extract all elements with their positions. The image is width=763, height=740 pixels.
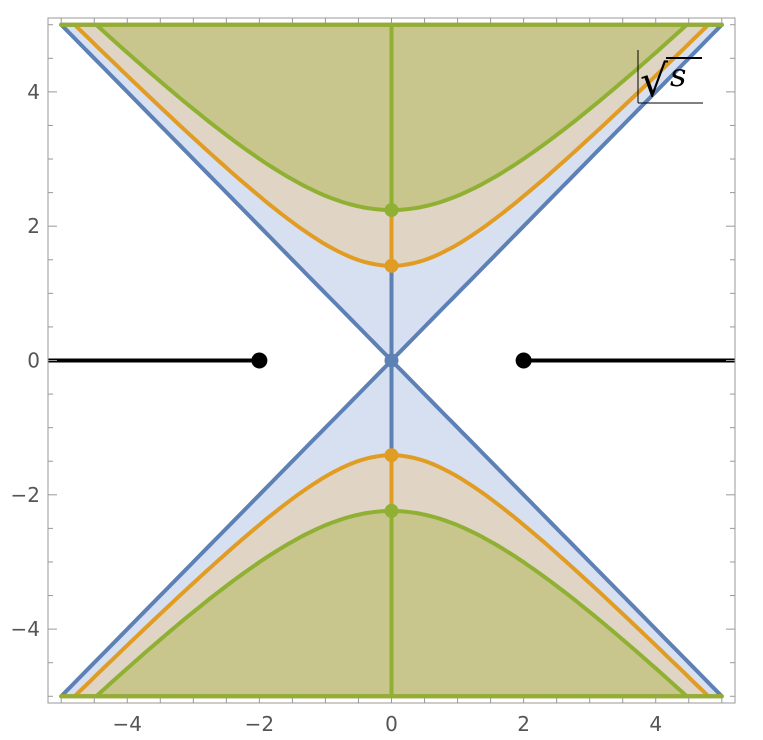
branch-point bbox=[515, 352, 532, 369]
vertex-point bbox=[384, 448, 399, 463]
x-tick-label: −2 bbox=[245, 712, 274, 736]
y-tick-label: −2 bbox=[11, 483, 40, 507]
branch-points bbox=[251, 203, 532, 518]
x-tick-label: −4 bbox=[113, 712, 142, 736]
axis-ticks: −4 −2 0 2 4 −4 −2 0 2 4 bbox=[11, 18, 735, 736]
plot-label-variable: s bbox=[670, 56, 686, 94]
vertex-point bbox=[384, 203, 399, 218]
plot-label: √ s bbox=[637, 50, 703, 107]
x-tick-label: 0 bbox=[385, 712, 398, 736]
y-tick-label: 4 bbox=[27, 80, 40, 104]
x-tick-label: 4 bbox=[649, 712, 662, 736]
x-tick-label: 2 bbox=[517, 712, 530, 736]
vertex-point bbox=[384, 353, 399, 368]
vertex-point bbox=[384, 258, 399, 273]
y-tick-label: −4 bbox=[11, 617, 40, 641]
y-tick-label: 0 bbox=[27, 349, 40, 373]
radical-sign: √ bbox=[640, 56, 669, 107]
y-tick-label: 2 bbox=[27, 214, 40, 238]
vertex-point bbox=[384, 503, 399, 518]
branch-point bbox=[251, 352, 268, 369]
